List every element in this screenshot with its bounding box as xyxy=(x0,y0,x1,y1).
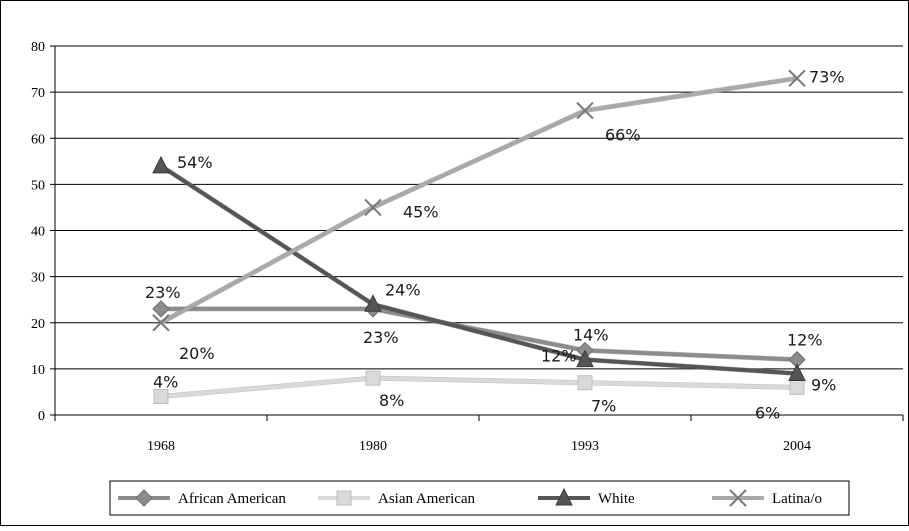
series-line-latina-o xyxy=(160,76,798,325)
point-asian-american xyxy=(153,389,169,405)
legend-item-white: White xyxy=(538,487,635,507)
y-tick-label: 80 xyxy=(31,40,45,55)
data-label-african-american: 23% xyxy=(363,328,399,347)
x-marker-stroke xyxy=(729,489,747,507)
data-label-african-american: 23% xyxy=(145,283,181,302)
y-tick-label: 0 xyxy=(38,409,45,424)
data-label-asian-american: 7% xyxy=(591,397,616,416)
grid xyxy=(55,45,903,370)
point-white xyxy=(152,155,170,174)
legend-marker-latina-o xyxy=(729,489,747,507)
legend: African American Asian American White Latin… xyxy=(109,480,850,516)
y-tick-label: 40 xyxy=(31,225,45,240)
data-label-latina-o: 45% xyxy=(403,202,439,221)
point-latina-o xyxy=(788,69,806,87)
data-label-african-american: 14% xyxy=(573,325,609,344)
point-latina-o xyxy=(364,198,382,217)
x-tick-label: 1980 xyxy=(359,439,387,454)
series-line-asian-american xyxy=(160,376,798,399)
y-tick-label: 50 xyxy=(31,178,45,193)
y-tick-label: 70 xyxy=(31,86,45,101)
x-marker-stroke xyxy=(788,69,806,87)
x-marker-stroke xyxy=(576,101,594,120)
x-tick-label: 2004 xyxy=(783,439,811,454)
point-asian-american xyxy=(789,379,805,395)
legend-label-african-american: African American xyxy=(178,491,286,507)
data-label-white: 12% xyxy=(541,347,577,366)
data-label-asian-american: 4% xyxy=(153,373,178,392)
data-label-african-american: 12% xyxy=(787,331,823,350)
point-latina-o xyxy=(576,101,594,120)
series xyxy=(152,69,806,405)
data-label-white: 24% xyxy=(385,280,421,299)
y-tick-label: 20 xyxy=(31,317,45,332)
point-asian-american xyxy=(577,375,593,391)
series-line-white xyxy=(159,164,798,376)
data-label-white: 54% xyxy=(177,153,213,172)
y-tick-label: 60 xyxy=(31,132,45,147)
data-labels: 23% 23% 14% 12% 4% 8% 7% 6% 54% 24% 12% 9% 20% 45% 66%… xyxy=(145,67,845,422)
legend-item-latina-o: Latina/o xyxy=(712,489,822,507)
x-tick-label: 1993 xyxy=(571,439,599,454)
axes: 0 10 20 30 40 50 60 70 80 1968 1980 1993 2004 xyxy=(31,40,904,454)
point-white xyxy=(364,294,382,312)
legend-marker-white xyxy=(555,487,573,506)
point-white xyxy=(788,363,806,381)
data-label-asian-american: 8% xyxy=(379,391,404,410)
point-white xyxy=(576,349,594,368)
legend-item-asian-american: Asian American xyxy=(318,490,476,507)
legend-marker-asian-american xyxy=(336,490,352,506)
data-label-white: 9% xyxy=(811,375,836,394)
data-label-latina-o: 20% xyxy=(179,344,215,363)
series-line-african-american xyxy=(161,306,798,362)
point-african-american xyxy=(152,300,170,318)
legend-item-african-american: African American xyxy=(118,489,286,507)
y-tick-label: 30 xyxy=(31,271,45,286)
x-marker-stroke xyxy=(152,314,170,332)
x-marker-stroke xyxy=(364,198,382,217)
data-label-asian-american: 6% xyxy=(755,403,780,422)
legend-label-latina-o: Latina/o xyxy=(772,491,822,507)
legend-marker-african-american xyxy=(135,489,153,507)
x-tick-label: 1968 xyxy=(147,439,175,454)
data-label-latina-o: 73% xyxy=(809,67,845,86)
data-label-latina-o: 66% xyxy=(605,126,641,145)
y-tick-label: 10 xyxy=(31,363,45,378)
legend-label-asian-american: Asian American xyxy=(378,491,476,507)
legend-label-white: White xyxy=(598,491,635,507)
point-latina-o xyxy=(152,314,170,332)
point-asian-american xyxy=(365,370,381,386)
